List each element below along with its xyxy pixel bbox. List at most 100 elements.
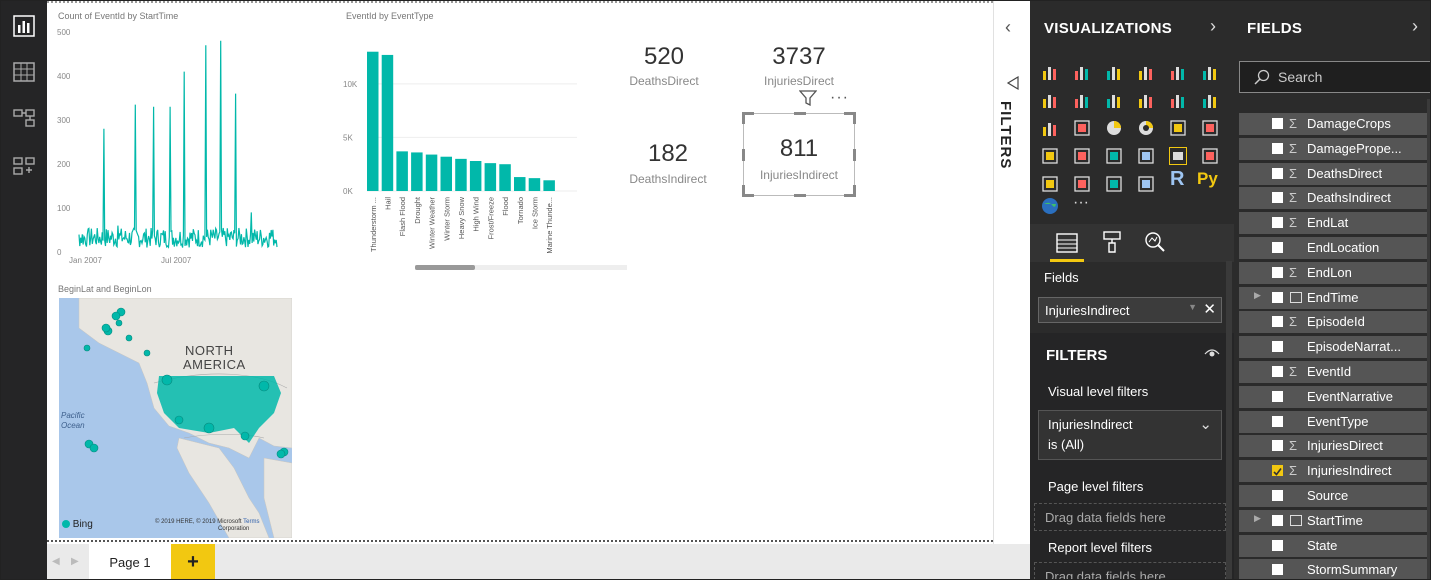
slicer-icon[interactable]: [1073, 175, 1091, 193]
report-filters-drop-zone[interactable]: Drag data fields here: [1034, 562, 1226, 579]
field-checkbox[interactable]: [1272, 291, 1283, 303]
bar[interactable]: [528, 178, 541, 191]
ribbon-chart-icon[interactable]: [1201, 91, 1219, 109]
field-checkbox[interactable]: [1272, 167, 1283, 179]
area-chart-icon[interactable]: [1073, 91, 1091, 109]
bar-chart-scrollbar-thumb[interactable]: [415, 265, 475, 270]
field-checkbox[interactable]: [1272, 415, 1283, 427]
resize-handle-icon[interactable]: [844, 185, 856, 197]
stacked-area-icon[interactable]: [1105, 91, 1123, 109]
tab-page-1[interactable]: Page 1: [89, 544, 171, 579]
field-row[interactable]: Σ InjuriesIndirect: [1239, 460, 1427, 483]
dropdown-arrow-icon[interactable]: ▼: [1188, 302, 1197, 312]
field-checkbox[interactable]: [1272, 142, 1283, 154]
field-checkbox[interactable]: [1272, 341, 1283, 353]
selected-card-visual[interactable]: 811 InjuriesIndirect: [742, 112, 856, 197]
format-paint-roller-icon[interactable]: [1101, 230, 1123, 254]
field-row[interactable]: EventNarrative: [1239, 385, 1427, 408]
line-chart-icon[interactable]: [1041, 91, 1059, 109]
map-visual[interactable]: NORTH AMERICA Pacific Ocean Bing © 2019 …: [59, 298, 292, 538]
chevron-down-icon[interactable]: ⌄: [1199, 416, 1212, 433]
field-checkbox[interactable]: [1272, 192, 1283, 204]
field-row[interactable]: EventType: [1239, 410, 1427, 433]
matrix-icon[interactable]: [1137, 175, 1155, 193]
field-row[interactable]: StormSummary: [1239, 559, 1427, 579]
kpi-icon[interactable]: [1041, 175, 1059, 193]
data-view-icon[interactable]: [9, 57, 39, 87]
multirow-card-icon[interactable]: [1201, 147, 1219, 165]
resize-handle-icon[interactable]: [742, 149, 745, 161]
model-view-icon[interactable]: [9, 103, 39, 133]
resize-handle-icon[interactable]: [742, 185, 754, 197]
bar[interactable]: [543, 180, 555, 191]
series-line[interactable]: [78, 40, 278, 249]
expand-arrow-icon[interactable]: ▶: [1254, 289, 1261, 300]
visual-filter-icon[interactable]: [798, 90, 818, 111]
chevron-right-icon[interactable]: ›: [1210, 16, 1216, 36]
field-row[interactable]: Σ EndLat: [1239, 212, 1427, 235]
bar[interactable]: [440, 156, 453, 191]
resize-handle-icon[interactable]: [794, 194, 806, 197]
field-checkbox[interactable]: [1272, 539, 1283, 551]
bar[interactable]: [455, 158, 467, 191]
field-row[interactable]: EndLocation: [1239, 237, 1427, 259]
card-visual-icon[interactable]: [1169, 147, 1187, 165]
page-filters-drop-zone[interactable]: Drag data fields here: [1034, 503, 1226, 531]
globe-visual-icon[interactable]: [1040, 196, 1060, 216]
clustered-column-icon[interactable]: [1137, 63, 1155, 81]
field-checkbox[interactable]: [1272, 440, 1283, 452]
expand-arrow-icon[interactable]: ▶: [1254, 512, 1261, 523]
field-checkbox[interactable]: [1272, 118, 1283, 129]
bar[interactable]: [469, 161, 482, 191]
resize-handle-icon[interactable]: [844, 112, 856, 124]
bar[interactable]: [499, 164, 511, 191]
field-checkbox[interactable]: [1272, 390, 1283, 402]
funnel-icon[interactable]: [1105, 147, 1123, 165]
field-row[interactable]: ▶ EndTime: [1239, 286, 1427, 309]
report-view-icon[interactable]: [9, 11, 39, 41]
scatter-icon[interactable]: [1073, 119, 1091, 137]
python-visual-icon[interactable]: Py: [1197, 169, 1218, 188]
bar[interactable]: [425, 154, 438, 191]
field-row[interactable]: State: [1239, 534, 1427, 557]
map-terms-link[interactable]: Terms: [243, 519, 260, 525]
line-column-icon[interactable]: [1137, 91, 1155, 109]
map-visual-icon[interactable]: [1201, 119, 1219, 137]
field-row[interactable]: ▶ StartTime: [1239, 509, 1427, 532]
line-clustered-icon[interactable]: [1169, 91, 1187, 109]
filled-map-icon[interactable]: [1041, 147, 1059, 165]
field-row[interactable]: Σ DeathsIndirect: [1239, 187, 1427, 210]
bar[interactable]: [367, 51, 379, 191]
bar-chart-scrollbar-track[interactable]: [415, 265, 627, 270]
bar[interactable]: [484, 163, 497, 191]
field-checkbox[interactable]: [1272, 266, 1283, 278]
filters-collapsed-strip[interactable]: ‹ FILTERS: [993, 1, 1030, 544]
fields-tab-icon[interactable]: [1055, 231, 1079, 255]
get-more-visuals-icon[interactable]: ···: [1073, 194, 1089, 211]
more-options-icon[interactable]: ···: [830, 89, 849, 106]
stacked-bar-icon[interactable]: [1041, 63, 1059, 81]
100-bar-icon[interactable]: [1169, 63, 1187, 81]
bar[interactable]: [514, 177, 526, 191]
report-canvas[interactable]: Count of EventId by StartTime 500 400 300 2…: [47, 1, 993, 542]
field-checkbox[interactable]: [1272, 316, 1283, 328]
add-page-button[interactable]: +: [171, 544, 215, 579]
gauge-icon[interactable]: [1137, 147, 1155, 165]
line-chart[interactable]: 500 400 300 200 100 0 Jan 2007 Jul 2007: [55, 23, 285, 273]
next-page-icon[interactable]: ▶: [71, 556, 79, 567]
100-column-icon[interactable]: [1201, 63, 1219, 81]
shape-map-icon[interactable]: [1073, 147, 1091, 165]
field-row[interactable]: Σ EpisodeId: [1239, 311, 1427, 334]
field-checkbox[interactable]: [1272, 242, 1283, 253]
resize-handle-icon[interactable]: [794, 112, 806, 115]
resize-handle-icon[interactable]: [853, 149, 856, 161]
collapse-chevron-icon[interactable]: ‹: [1005, 17, 1011, 37]
eye-icon[interactable]: [1204, 346, 1220, 358]
bar[interactable]: [396, 151, 408, 191]
bar[interactable]: [381, 54, 394, 191]
field-checkbox[interactable]: [1272, 490, 1283, 501]
field-row[interactable]: Σ DamagePrope...: [1239, 137, 1427, 160]
fields-well-value[interactable]: InjuriesIndirect ▼ ✕: [1038, 297, 1222, 323]
prev-page-icon[interactable]: ◀: [52, 556, 60, 567]
resize-handle-icon[interactable]: [742, 112, 754, 124]
